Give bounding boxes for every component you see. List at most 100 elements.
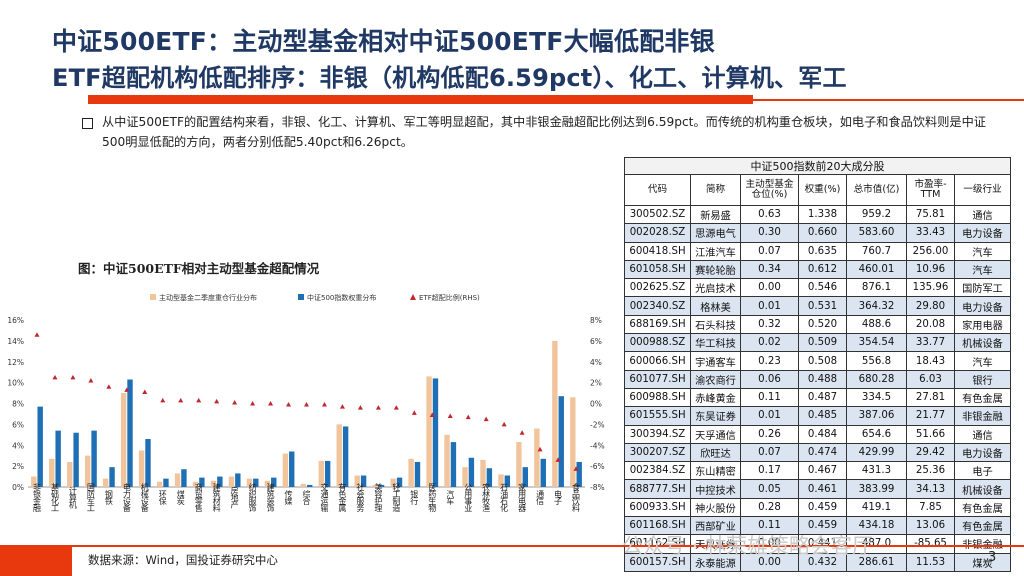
category-label: 轻工制造	[392, 482, 401, 513]
bar-index	[73, 432, 79, 487]
table-cell: 29.42	[906, 442, 955, 463]
table-cell: 0.508	[798, 351, 847, 371]
bar-index	[37, 406, 43, 487]
table-cell: 300394.SZ	[624, 424, 691, 444]
category-label: 银行	[410, 489, 419, 506]
table-cell: 0.63	[740, 204, 799, 225]
overweight-marker	[339, 404, 345, 409]
table-cell: 0.520	[798, 314, 847, 335]
watermark-text: 公众号 · 林荣雄策略会客厅	[622, 534, 874, 558]
category-label: 机械设备	[140, 482, 149, 513]
bar-fund	[444, 434, 450, 487]
table-cell: 29.80	[906, 296, 955, 316]
bar-index	[181, 469, 187, 487]
table-cell: 10.96	[906, 259, 955, 280]
table-row: 601555.SH 东吴证券 0.01 0.485 387.06 21.77 非银金融	[624, 406, 1011, 426]
table-cell: 0.30	[740, 223, 799, 243]
overweight-chart: 主动型基金二季度重仓行业分布 中证500指数权重分布 ETF超配比例(RHS) 16%…	[7, 293, 604, 513]
right-tick-label: 0%	[590, 400, 602, 409]
table-cell: 0.01	[740, 406, 799, 426]
table-cell: 876.1	[846, 278, 907, 298]
table-cell: 0.485	[798, 406, 847, 426]
bar-fund	[354, 475, 360, 487]
table-cell: 家用电器	[954, 314, 1011, 335]
left-tick-label: 4%	[12, 441, 24, 450]
table-cell: 0.474	[798, 442, 847, 463]
bar-index	[360, 475, 367, 487]
table-cell: 思源电气	[690, 223, 741, 243]
table-row: 601077.SH 渝农商行 0.06 0.488 680.28 6.03 银行	[624, 369, 1011, 389]
footer-accent-block	[0, 545, 72, 576]
overweight-marker	[142, 389, 148, 395]
table-cell: 0.05	[740, 479, 799, 499]
table-cell: 电力设备	[954, 223, 1011, 243]
bar-index	[522, 467, 529, 487]
chart-title: 图：中证500ETF相对主动型基金超配情况	[78, 261, 320, 276]
table-cell: 760.7	[846, 241, 907, 261]
table-cell: 中控技术	[690, 479, 741, 499]
overweight-marker	[106, 384, 112, 389]
table-cell: 6.03	[906, 369, 955, 389]
bar-fund	[282, 453, 289, 487]
table-cell: 419.1	[846, 497, 907, 518]
table-cell: 1.338	[798, 204, 847, 225]
right-tick-label: 6%	[590, 337, 602, 346]
category-label: 商贸零售	[194, 482, 203, 513]
table-row: 002384.SZ 东山精密 0.17 0.467 431.3 25.36 电子	[624, 461, 1011, 481]
overweight-marker	[214, 398, 220, 404]
table-cell: 387.06	[846, 406, 907, 426]
summary-paragraph: 从中证500ETF的配置结构来看，非银、化工、计算机、军工等明显超配，其中非银金…	[102, 115, 986, 149]
category-label: 钢铁	[104, 489, 113, 506]
title-underline-bar	[88, 95, 753, 104]
top20-constituents-table: 中证500指数前20大成分股 代码 简称 主动型基金仓位(%) 权重(%) 总市值(亿)…	[624, 157, 1011, 572]
bar-index	[342, 426, 349, 487]
bar-index	[432, 378, 439, 487]
table-cell: 0.461	[798, 479, 847, 499]
table-cell: 0.484	[798, 424, 847, 444]
overweight-marker	[393, 405, 399, 410]
right-tick-label: 4%	[590, 358, 602, 367]
category-label: 建筑装饰	[266, 482, 275, 513]
bar-index	[289, 451, 295, 487]
page-title: 中证500ETF：主动型基金相对中证500ETF大幅低配非银	[52, 27, 715, 56]
table-cell: 赤峰黄金	[690, 387, 741, 408]
category-label: 食品饮料	[572, 482, 581, 513]
table-cell: 11.53	[906, 552, 955, 572]
category-label: 国防军工	[86, 483, 95, 512]
table-cell: 364.32	[846, 296, 907, 316]
table-cell: 0.06	[740, 369, 799, 389]
table-row: 300207.SZ 欣旺达 0.07 0.474 429.99 29.42 电力设备	[624, 442, 1011, 463]
table-cell: 天孚通信	[690, 424, 741, 444]
table-cell: 有色金属	[954, 497, 1011, 518]
bar-fund	[31, 476, 37, 487]
table-cell: 256.00	[906, 241, 955, 261]
bar-fund	[462, 467, 468, 487]
table-cell: 汽车	[954, 351, 1011, 371]
overweight-marker	[519, 430, 525, 435]
category-label: 电力设备	[122, 482, 131, 513]
bar-index	[486, 468, 493, 487]
table-cell: 东山精密	[690, 461, 741, 481]
overweight-marker	[483, 416, 489, 422]
table-header-cell: 简称	[690, 174, 741, 206]
table-row: 600933.SH 神火股份 0.28 0.459 419.1 7.85 有色金属	[624, 497, 1011, 518]
category-label: 房地产	[230, 486, 239, 510]
bar-fund	[49, 458, 55, 487]
table-cell: 601077.SH	[624, 369, 691, 389]
table-cell: 机械设备	[954, 479, 1011, 499]
table-cell: 华工科技	[690, 333, 741, 353]
table-cell: 135.96	[906, 278, 955, 298]
table-cell: 有色金属	[954, 387, 1011, 408]
bar-index	[414, 461, 421, 487]
table-cell: 556.8	[846, 351, 907, 371]
overweight-marker	[70, 374, 76, 380]
footer-rule	[0, 545, 1024, 547]
table-cell: 0.07	[740, 442, 799, 463]
left-tick-label: 14%	[7, 337, 24, 346]
left-tick-label: 8%	[12, 400, 24, 409]
bar-fund	[120, 393, 127, 487]
bar-index	[109, 467, 115, 487]
table-cell: 431.3	[846, 461, 907, 481]
table-cell: 0.635	[798, 241, 847, 261]
table-cell: 汽车	[954, 241, 1011, 261]
